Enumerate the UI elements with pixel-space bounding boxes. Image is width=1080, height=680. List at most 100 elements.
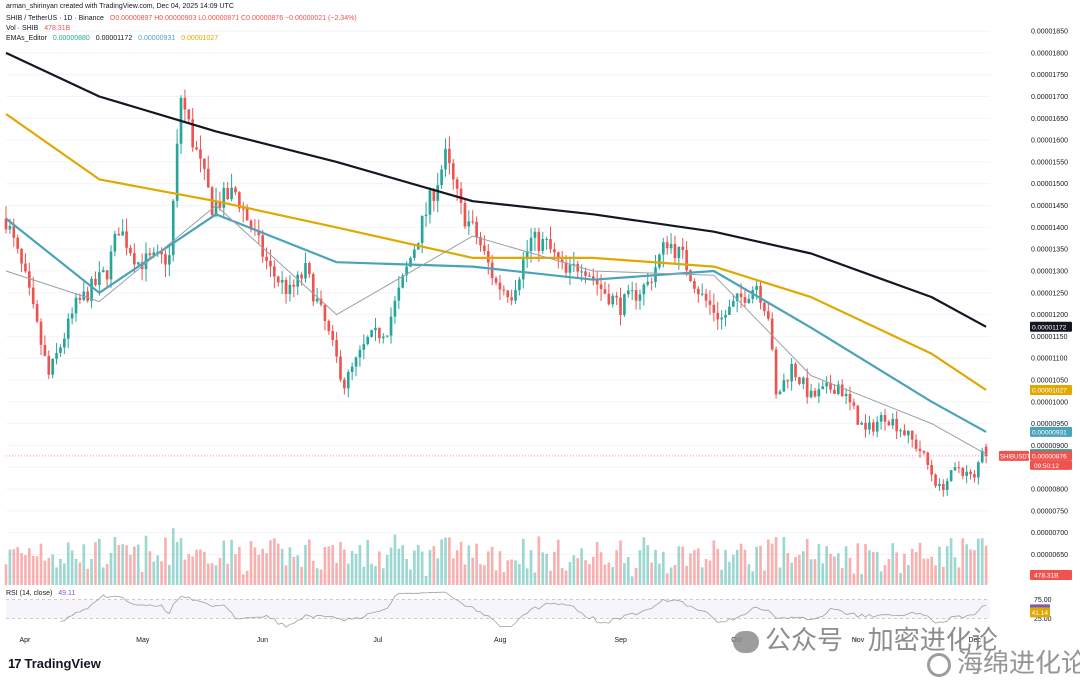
candle-body: [12, 225, 16, 238]
volume-bar: [370, 563, 373, 585]
volume-bar: [708, 560, 712, 585]
volume-bar: [432, 546, 436, 585]
volume-bar: [716, 548, 720, 585]
candle-body: [440, 169, 443, 186]
countdown-label: 09:50:12: [1034, 463, 1059, 470]
candle-body: [833, 389, 836, 394]
volume-bar: [292, 556, 296, 585]
candle-body: [51, 358, 54, 375]
candle-body: [354, 357, 358, 367]
symbol-legend[interactable]: SHIB / TetherUS · 1D · Binance O0.000008…: [6, 14, 361, 23]
candle-body: [109, 251, 113, 280]
volume-bar: [24, 555, 27, 585]
volume-bar: [836, 553, 840, 585]
candle-body: [580, 271, 583, 273]
volume-bar: [354, 553, 358, 585]
candle-body: [677, 246, 681, 259]
volume-bar: [210, 563, 214, 585]
symbol-title: SHIB / TetherUS · 1D · Binance: [6, 15, 104, 22]
candle-body: [595, 279, 599, 285]
volume-bar: [735, 549, 739, 585]
volume-bar: [304, 544, 307, 585]
candle-body: [646, 281, 650, 285]
volume-bar: [350, 550, 354, 585]
candle-body: [980, 450, 984, 463]
candle-body: [716, 312, 720, 320]
candle-body: [518, 279, 521, 291]
volume-bar: [588, 564, 591, 585]
candle-body: [852, 402, 856, 406]
volume-bar: [385, 554, 389, 585]
price-badge-label: 0.00000931: [1032, 430, 1067, 437]
candle-body: [74, 297, 78, 314]
volume-bar: [747, 564, 751, 585]
candle-body: [700, 293, 704, 295]
volume-bar: [280, 548, 284, 585]
candle-body: [506, 290, 510, 298]
rsi-legend[interactable]: RSI (14, close) 49.11: [6, 590, 75, 597]
candle-body: [957, 467, 961, 469]
tradingview-logo[interactable]: 17 TradingView: [8, 656, 101, 671]
volume-bar: [486, 551, 490, 585]
volume-bar: [249, 541, 253, 585]
watermark-sponge: 海绵进化论: [927, 643, 1080, 680]
volume-bar: [20, 553, 23, 585]
candle-body: [782, 380, 786, 392]
volume-bar: [899, 573, 902, 585]
volume-bar: [214, 565, 218, 585]
volume-bar: [634, 567, 638, 585]
volume-label: Vol · SHIB: [6, 25, 39, 32]
candles: [4, 89, 988, 497]
candle-body: [949, 470, 953, 481]
candle-body: [801, 377, 805, 384]
volume-bar: [626, 557, 630, 585]
candle-body: [156, 251, 160, 253]
candle-body: [171, 200, 175, 256]
volume-bar: [984, 545, 988, 585]
candle-body: [965, 471, 968, 476]
volume-bar: [335, 562, 338, 585]
volume-bar: [809, 559, 813, 585]
created-by-text: arman_shirinyan created with TradingView…: [6, 3, 234, 10]
volume-bar: [977, 538, 980, 585]
candle-body: [249, 220, 253, 230]
rsi-line: [60, 591, 987, 628]
candle-body: [448, 148, 451, 164]
volume-bar: [475, 543, 478, 585]
volume-bar: [94, 542, 97, 585]
volume-bar: [401, 545, 405, 585]
volume-bar: [525, 568, 529, 585]
candle-body: [90, 278, 93, 301]
price-axis[interactable]: 0.00001850 0.00001800 0.00001750 0.00001700…: [999, 29, 1072, 623]
candle-body: [24, 263, 27, 272]
volume-bar: [63, 563, 66, 585]
candle-body: [891, 418, 895, 426]
candle-body: [292, 284, 296, 287]
volume-bar: [144, 535, 148, 585]
volume-bar: [949, 538, 953, 585]
volume-bar: [203, 551, 206, 585]
candle-body: [521, 259, 525, 280]
volume-bar: [420, 551, 424, 585]
candle-body: [16, 237, 19, 249]
candle-body: [514, 290, 517, 301]
volume-bar: [891, 543, 895, 585]
price-badge-label: 0.00001027: [1032, 388, 1067, 395]
candle-body: [82, 291, 86, 300]
volume-bar: [541, 552, 545, 585]
candle-body: [545, 239, 548, 241]
volume-bar: [257, 554, 261, 585]
volume-bar: [315, 568, 319, 585]
volume-bar: [661, 551, 665, 585]
volume-legend[interactable]: Vol · SHIB 478.31B: [6, 24, 74, 33]
volume-bar: [774, 537, 778, 585]
candle-body: [35, 304, 39, 322]
volume-bar: [343, 549, 346, 585]
candle-body: [685, 249, 688, 271]
volume-bar: [226, 563, 230, 585]
ema-legend[interactable]: EMAs_Editor 0.00000880 0.00001172 0.0000…: [6, 34, 222, 43]
volume-bar: [813, 559, 817, 585]
volume-bar: [673, 564, 677, 585]
volume-bar: [8, 549, 12, 585]
